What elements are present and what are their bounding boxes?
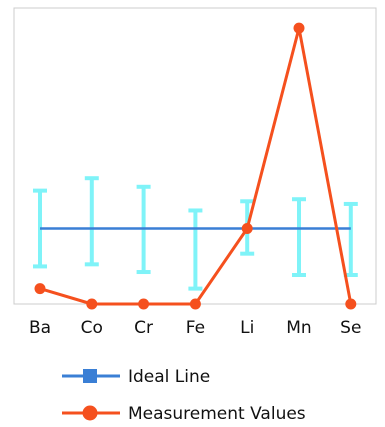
measurement-values-point-ba xyxy=(35,283,46,294)
measurement-values-point-cr xyxy=(138,299,149,310)
measurement-values-point-li xyxy=(242,223,253,234)
x-tick-li: Li xyxy=(240,318,254,338)
measurement-values-point-co xyxy=(86,299,97,310)
measurement-values-point-mn xyxy=(294,23,305,34)
legend-label-ideal-line: Ideal Line xyxy=(128,367,210,387)
legend-label-measurement-values: Measurement Values xyxy=(128,404,306,424)
x-axis-ticks: Ba Co Cr Fe Li Mn Se xyxy=(29,318,361,338)
x-tick-se: Se xyxy=(340,318,361,338)
measurement-values-point-se xyxy=(345,299,356,310)
legend: Ideal Line Measurement Values xyxy=(62,367,306,424)
measurement-values-point-fe xyxy=(190,299,201,310)
legend-marker-measurement-values xyxy=(83,406,98,421)
x-tick-co: Co xyxy=(81,318,103,338)
legend-marker-ideal-line xyxy=(83,369,97,383)
x-tick-fe: Fe xyxy=(186,318,205,338)
x-tick-cr: Cr xyxy=(134,318,153,338)
x-tick-mn: Mn xyxy=(286,318,311,338)
error-bars xyxy=(33,178,358,288)
x-tick-ba: Ba xyxy=(29,318,51,338)
